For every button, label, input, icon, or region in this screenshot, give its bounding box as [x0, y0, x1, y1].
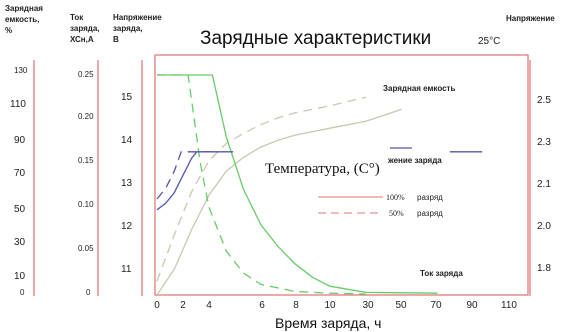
current-tick: 0.05 — [78, 244, 94, 253]
x-tick: 70 — [430, 300, 442, 311]
series-line-current_100 — [157, 74, 438, 294]
capacity-axis-header-line3: % — [5, 26, 12, 35]
voltage-tick: 15 — [121, 92, 133, 103]
x-tick: 0 — [154, 300, 160, 311]
chart-title: Зарядные характеристики — [200, 28, 431, 49]
current-axis-header-line1: Ток — [70, 13, 84, 22]
x-tick: 50 — [395, 300, 407, 311]
right-voltage-tick: 1.8 — [537, 263, 551, 274]
current-tick: 0.25 — [78, 70, 94, 79]
legend: 100% разряд 50% разряд — [318, 193, 443, 218]
capacity-curve-label: Зарядная емкость — [383, 84, 455, 93]
capacity-axis-ticks: 130 110 90 70 50 30 10 0 — [10, 66, 28, 297]
voltage-axis-ticks: 15 14 13 12 11 — [121, 92, 133, 275]
x-tick: 4 — [206, 300, 212, 311]
capacity-tick: 70 — [14, 168, 26, 179]
x-tick: 6 — [259, 300, 265, 311]
capacity-tick: 0 — [20, 288, 25, 297]
x-tick: 2 — [180, 300, 186, 311]
x-axis-ticks: 0 2 4 6 8 10 30 50 70 90 110 — [154, 300, 517, 311]
capacity-tick: 50 — [14, 204, 26, 215]
right-voltage-tick: 2.1 — [537, 179, 551, 190]
right-voltage-axis-header: Напряжение — [506, 14, 555, 23]
right-voltage-tick: 2.3 — [537, 137, 551, 148]
right-voltage-tick: 2.5 — [537, 95, 551, 106]
current-curve-label: Ток заряда — [420, 269, 463, 278]
x-tick: 110 — [501, 300, 517, 311]
legend-pct-100: 100% — [386, 193, 405, 202]
temperature-label: 25°C — [478, 36, 500, 47]
x-tick: 90 — [466, 300, 478, 311]
capacity-tick: 130 — [14, 66, 28, 75]
series-line-voltage_100 — [156, 151, 234, 211]
x-axis-label: Время заряда, ч — [275, 315, 381, 331]
voltage-tick: 12 — [121, 221, 133, 232]
legend-text-50: разряд — [417, 209, 443, 218]
temperature-overlay-label: Температура, (С°) — [265, 161, 380, 177]
right-voltage-tick: 2.0 — [537, 221, 551, 232]
current-axis-ticks: 0.25 0.20 0.15 0.10 0.05 0 — [78, 70, 94, 297]
current-axis-header-line3: ХСн,А — [70, 35, 94, 44]
voltage-axis-header-line2: заряда, — [113, 24, 143, 33]
capacity-tick: 110 — [10, 99, 26, 110]
capacity-tick: 90 — [14, 135, 26, 146]
voltage-tick: 13 — [121, 178, 133, 189]
voltage-curve-label: жение заряда — [387, 156, 442, 165]
current-tick: 0.20 — [78, 112, 94, 121]
series-line-voltage_50 — [156, 151, 218, 200]
right-voltage-axis-ticks: 2.5 2.3 2.1 2.0 1.8 — [537, 95, 551, 274]
x-tick: 8 — [293, 300, 299, 311]
x-tick: 10 — [324, 300, 336, 311]
current-axis-header-line2: заряда, — [70, 24, 100, 33]
capacity-axis-header-line1: Зарядная — [5, 4, 43, 13]
series-layer — [156, 74, 483, 296]
series-line-current_50 — [157, 74, 366, 295]
current-tick: 0.15 — [78, 156, 94, 165]
voltage-axis-header-line1: Напряжение — [113, 13, 162, 22]
series-line-capacity_100 — [156, 108, 402, 296]
voltage-tick: 14 — [121, 135, 133, 146]
capacity-tick: 10 — [14, 271, 26, 282]
plot-frame — [154, 54, 529, 296]
voltage-tick: 11 — [121, 264, 132, 275]
current-tick: 0.10 — [78, 200, 94, 209]
voltage-axis-header-line3: В — [113, 35, 119, 44]
x-tick: 30 — [362, 300, 374, 311]
series-line-capacity_50 — [156, 96, 366, 282]
capacity-axis-header-line2: емкость, — [5, 15, 39, 24]
legend-text-100: разряд — [417, 193, 443, 202]
current-tick: 0 — [86, 288, 91, 297]
capacity-tick: 30 — [14, 237, 26, 248]
legend-pct-50: 50% — [389, 209, 404, 218]
